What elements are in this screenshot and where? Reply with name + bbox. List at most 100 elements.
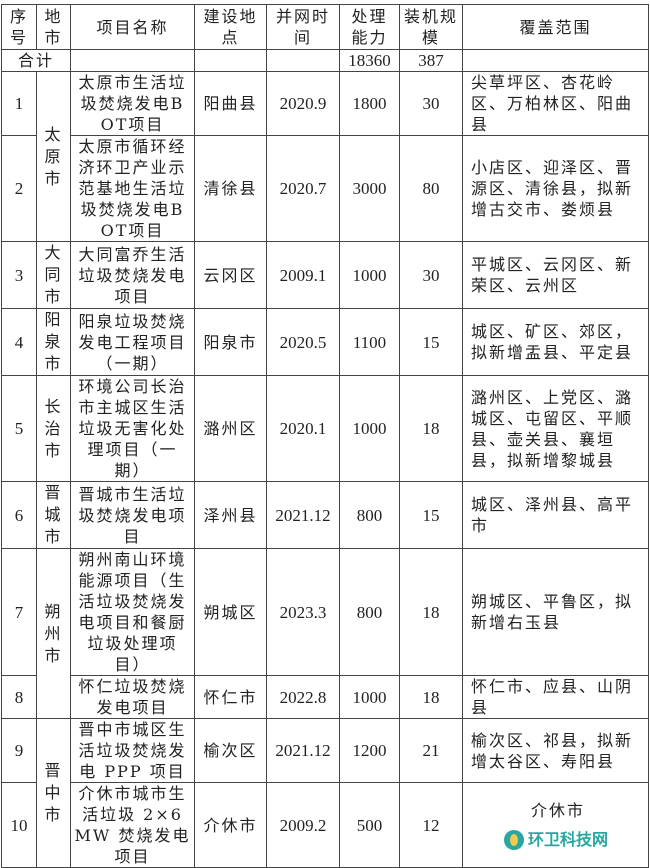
row-number: 5 [1, 375, 37, 482]
installed-capacity: 18 [399, 548, 463, 676]
capacity: 1000 [339, 241, 400, 309]
table-row: 1 太原市 太原市生活垃圾焚烧发电BOT项目 阳曲县 2020.9 1800 30 尖草坪区、… [1, 71, 649, 242]
coverage-text: 朔城区、平鲁区，拟新增右玉县 [471, 592, 634, 632]
project-name: 介休市城市生活垃圾 2×6MW 焚烧发电项目 [70, 782, 195, 868]
table-row: 3 大同市 大同富乔生活垃圾焚烧发电项目 云冈区 2009.1 1000 30 平城区、云冈区… [1, 241, 649, 309]
header-name: 项目名称 [70, 4, 195, 50]
grid-date: 2023.3 [266, 548, 340, 676]
header-city: 地市 [36, 4, 71, 50]
build-site: 清徐县 [194, 135, 267, 242]
row-number: 3 [1, 241, 37, 309]
project-name: 太原市生活垃圾焚烧发电BOT项目 [70, 71, 195, 136]
coverage-text: 小店区、迎泽区、晋源区、清徐县，拟新增古交市、娄烦县 [471, 158, 634, 219]
coverage-text: 城区、泽州县、高平市 [471, 495, 634, 535]
project-name: 太原市循环经济环卫产业示范基地生活垃圾焚烧发电BOT项目 [70, 135, 195, 242]
table-row: 2 太原市循环经济环卫产业示范基地生活垃圾焚烧发电BOT项目 清徐县 2020.7 30… [1, 135, 649, 242]
row-number: 10 [1, 782, 37, 868]
build-site: 介休市 [194, 782, 267, 868]
table-row: 8 怀仁垃圾焚烧发电项目 怀仁市 2022.8 1000 18 怀仁市、应县、山阴县 [1, 675, 649, 719]
installed-capacity: 30 [399, 71, 463, 136]
city-cell: 太原市 [36, 71, 71, 242]
build-site: 云冈区 [194, 241, 267, 309]
row-number: 1 [1, 71, 37, 136]
coverage: 城区、泽州县、高平市 [462, 481, 649, 549]
table-row: 10 介休市城市生活垃圾 2×6MW 焚烧发电项目 介休市 2009.2 500 12 介休… [1, 782, 649, 868]
city-cell: 大同市 [36, 241, 71, 309]
coverage-text: 尖草坪区、杏花岭区、万柏林区、阳曲县 [471, 73, 634, 134]
grid-date: 2009.2 [266, 782, 340, 868]
city-cell: 晋城市 [36, 481, 71, 549]
total-capacity: 18360 [339, 49, 400, 72]
project-name: 阳泉垃圾焚烧发电工程项目（一期） [70, 308, 195, 376]
capacity: 1100 [339, 308, 400, 376]
table-row: 9 晋中市 晋中市城区生活垃圾焚烧发电 PPP 项目 榆次区 2021.12 1200 21… [1, 718, 649, 868]
coverage: 怀仁市、应县、山阴县 [462, 675, 649, 719]
installed-capacity: 18 [399, 375, 463, 482]
coverage: 小店区、迎泽区、晋源区、清徐县，拟新增古交市、娄烦县 [462, 135, 649, 242]
build-site: 阳泉市 [194, 308, 267, 376]
coverage: 城区、矿区、郊区，拟新增盂县、平定县 [462, 308, 649, 376]
grid-date: 2021.12 [266, 718, 340, 783]
coverage: 朔城区、平鲁区，拟新增右玉县 [462, 548, 649, 676]
build-site: 怀仁市 [194, 675, 267, 719]
city-cell: 长治市 [36, 375, 71, 482]
capacity: 1000 [339, 675, 400, 719]
city-cell: 阳泉市 [36, 308, 71, 376]
row-number: 6 [1, 481, 37, 549]
logo-icon [503, 829, 524, 850]
grid-date: 2020.1 [266, 375, 340, 482]
watermark-logo: 环卫科技网 [501, 828, 614, 851]
table-row: 6 晋城市 晋城市生活垃圾焚烧发电项目 泽州县 2021.12 800 15 城区、泽州县、高… [1, 481, 649, 549]
capacity: 3000 [339, 135, 400, 242]
project-table: 序号 地市 项目名称 建设地点 并网时间 处理能力 装机规模 覆盖范围 合计 1… [1, 4, 649, 868]
row-number: 4 [1, 308, 37, 376]
coverage-text: 怀仁市、应县、山阴县 [471, 677, 634, 717]
project-name: 晋城市生活垃圾焚烧发电项目 [70, 481, 195, 549]
build-site: 阳曲县 [194, 71, 267, 136]
coverage: 尖草坪区、杏花岭区、万柏林区、阳曲县 [462, 71, 649, 136]
coverage-text: 潞州区、上党区、潞城区、屯留区、平顺县、壶关县、襄垣县，拟新增黎城县 [471, 387, 634, 470]
installed-capacity: 15 [399, 308, 463, 376]
coverage: 介休市 环卫科技网 [462, 782, 649, 868]
installed-capacity: 12 [399, 782, 463, 868]
capacity: 1800 [339, 71, 400, 136]
coverage: 平城区、云冈区、新荣区、云州区 [462, 241, 649, 309]
installed-capacity: 15 [399, 481, 463, 549]
coverage-text: 榆次区、祁县，拟新增太谷区、寿阳县 [471, 730, 634, 771]
grid-date: 2020.9 [266, 71, 340, 136]
build-site: 榆次区 [194, 718, 267, 783]
coverage-text: 城区、矿区、郊区，拟新增盂县、平定县 [471, 322, 634, 362]
grid-date: 2009.1 [266, 241, 340, 309]
total-installed: 387 [399, 49, 463, 72]
capacity: 1000 [339, 375, 400, 482]
project-name: 怀仁垃圾焚烧发电项目 [70, 675, 195, 719]
coverage-text: 平城区、云冈区、新荣区、云州区 [471, 255, 634, 295]
capacity: 1200 [339, 718, 400, 783]
header-no: 序号 [1, 4, 37, 50]
header-capacity: 处理能力 [339, 4, 400, 50]
row-number: 8 [1, 675, 37, 719]
project-name: 大同富乔生活垃圾焚烧发电项目 [70, 241, 195, 309]
coverage-text: 介休市 [530, 800, 585, 820]
capacity: 800 [339, 548, 400, 676]
installed-capacity: 21 [399, 718, 463, 783]
coverage: 潞州区、上党区、潞城区、屯留区、平顺县、壶关县、襄垣县，拟新增黎城县 [462, 375, 649, 482]
table-row: 7 朔州市 朔州南山环境能源项目（生活垃圾焚烧发电项目和餐厨垃圾处理项目） 朔城区 20… [1, 548, 649, 719]
city-cell: 晋中市 [36, 718, 71, 868]
header-row: 序号 地市 项目名称 建设地点 并网时间 处理能力 装机规模 覆盖范围 [1, 4, 649, 50]
total-label: 合计 [1, 49, 71, 72]
table-row: 5 长治市 环境公司长治市主城区生活垃圾无害化处理项目（一期） 潞州区 2020.1 10… [1, 375, 649, 482]
capacity: 800 [339, 481, 400, 549]
header-site: 建设地点 [194, 4, 267, 50]
build-site: 朔城区 [194, 548, 267, 676]
total-row: 合计 18360 387 [1, 49, 649, 72]
grid-date: 2020.7 [266, 135, 340, 242]
coverage: 榆次区、祁县，拟新增太谷区、寿阳县 [462, 718, 649, 783]
watermark-text: 环卫科技网 [527, 829, 608, 849]
grid-date: 2021.12 [266, 481, 340, 549]
installed-capacity: 80 [399, 135, 463, 242]
build-site: 潞州区 [194, 375, 267, 482]
capacity: 500 [339, 782, 400, 868]
row-number: 7 [1, 548, 37, 676]
project-name: 朔州南山环境能源项目（生活垃圾焚烧发电项目和餐厨垃圾处理项目） [70, 548, 195, 676]
